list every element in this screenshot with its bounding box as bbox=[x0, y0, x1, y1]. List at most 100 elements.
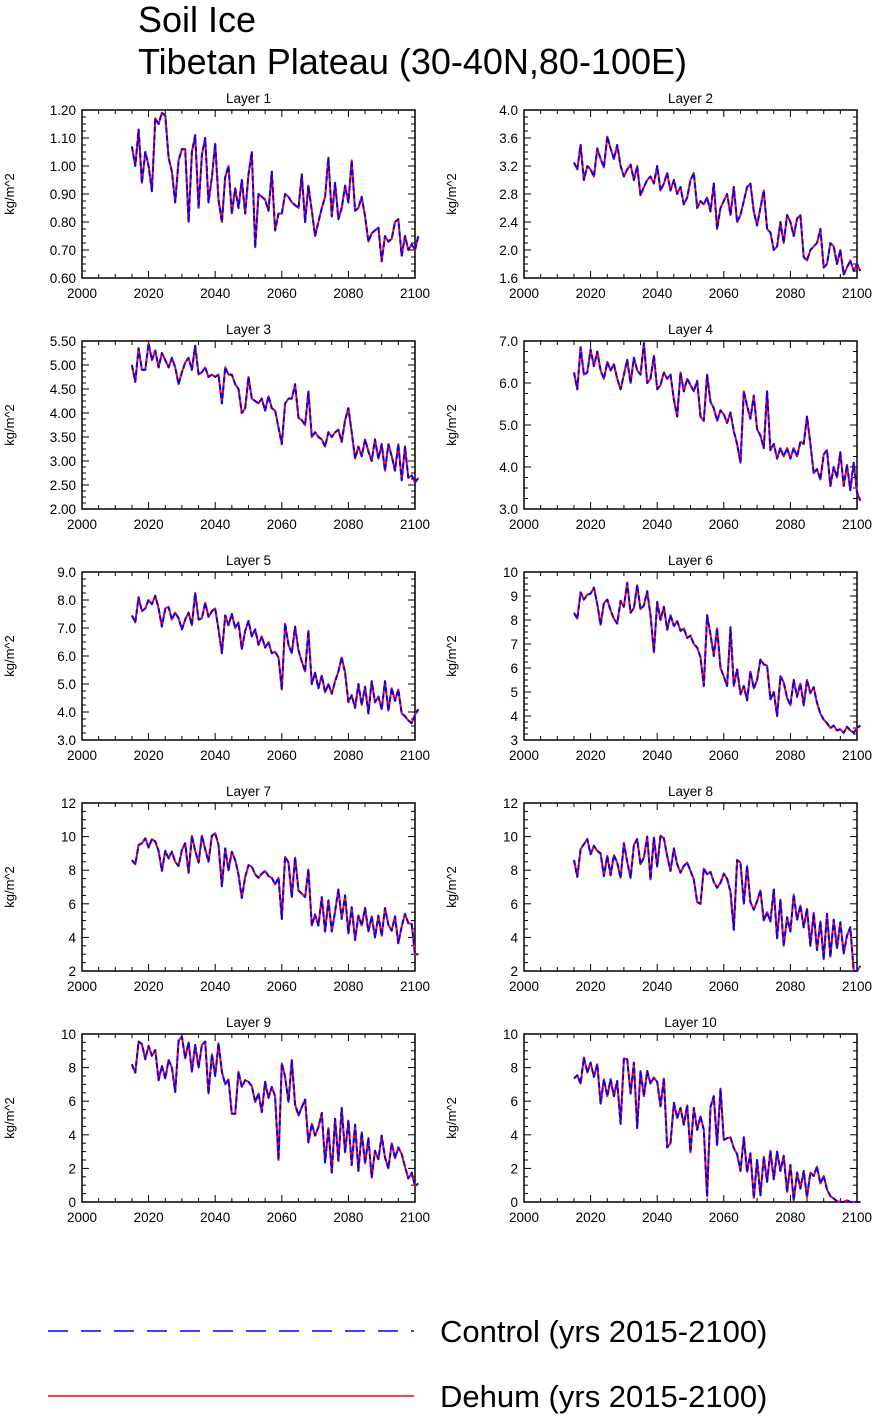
x-tick-label: 2080 bbox=[333, 748, 363, 763]
y-tick-label: 2.50 bbox=[50, 478, 76, 493]
y-tick-label: 0.90 bbox=[50, 187, 76, 202]
plot-frame bbox=[523, 109, 858, 279]
x-tick-label: 2100 bbox=[842, 286, 872, 301]
x-tick-label: 2080 bbox=[333, 517, 363, 532]
x-tick-label: 2100 bbox=[400, 979, 430, 994]
x-tick-label: 2080 bbox=[775, 517, 805, 532]
y-tick-label: 10 bbox=[61, 1027, 76, 1042]
series-line-control bbox=[573, 834, 862, 972]
y-tick-label: 4 bbox=[68, 1128, 76, 1143]
y-tick-label: 6.0 bbox=[57, 649, 76, 664]
x-tick-label: 2040 bbox=[200, 286, 230, 301]
y-axis-label: kg/m^2 bbox=[2, 635, 17, 677]
y-tick-label: 12 bbox=[503, 796, 518, 811]
panel-2: Layer 2 kg/m^2 2000 2020 2040 2060 2080 2100 1.6… bbox=[444, 91, 872, 301]
y-tick-label: 10 bbox=[503, 565, 518, 580]
x-tick-label: 2040 bbox=[642, 979, 672, 994]
panel-title: Layer 5 bbox=[226, 553, 271, 568]
plot-frame bbox=[81, 1033, 416, 1203]
legend-control-swatch bbox=[48, 1330, 414, 1332]
x-tick-label: 2020 bbox=[134, 517, 164, 532]
x-tick-label: 2000 bbox=[67, 517, 97, 532]
series-line-control bbox=[130, 111, 420, 263]
y-tick-label: 6 bbox=[510, 897, 518, 912]
x-tick-label: 2060 bbox=[709, 1210, 739, 1225]
y-axis-label: kg/m^2 bbox=[444, 173, 459, 215]
x-tick-label: 2020 bbox=[134, 748, 164, 763]
y-tick-label: 10 bbox=[61, 830, 76, 845]
y-tick-label: 9 bbox=[510, 589, 518, 604]
x-tick-label: 2060 bbox=[709, 979, 739, 994]
x-tick-label: 2000 bbox=[509, 286, 539, 301]
y-tick-label: 2.00 bbox=[50, 502, 76, 517]
panel-3: Layer 3 kg/m^2 2000 2020 2040 2060 2080 2100 2.0… bbox=[2, 322, 430, 532]
series-line-control bbox=[131, 832, 419, 956]
x-tick-label: 2100 bbox=[400, 748, 430, 763]
x-tick-label: 2060 bbox=[709, 286, 739, 301]
panel-title: Layer 4 bbox=[668, 322, 714, 337]
x-tick-label: 2020 bbox=[576, 517, 606, 532]
y-axis-label: kg/m^2 bbox=[2, 866, 17, 908]
y-tick-label: 5.0 bbox=[57, 677, 76, 692]
x-tick-label: 2020 bbox=[576, 979, 606, 994]
x-tick-label: 2100 bbox=[400, 286, 430, 301]
y-tick-label: 1.20 bbox=[50, 103, 76, 118]
y-tick-label: 0.80 bbox=[50, 215, 76, 230]
x-tick-label: 2060 bbox=[267, 979, 297, 994]
x-tick-label: 2040 bbox=[200, 1210, 230, 1225]
y-tick-label: 3.2 bbox=[499, 159, 518, 174]
x-tick-label: 2080 bbox=[775, 979, 805, 994]
x-tick-label: 2040 bbox=[642, 1210, 672, 1225]
x-tick-label: 2020 bbox=[134, 286, 164, 301]
plot-frame bbox=[81, 571, 416, 741]
plot-frame bbox=[523, 802, 858, 972]
legend-dehum-label: Dehum (yrs 2015-2100) bbox=[440, 1379, 768, 1414]
panel-4: Layer 4 kg/m^2 2000 2020 2040 2060 2080 2100 3.0… bbox=[444, 322, 872, 532]
y-axis-label: kg/m^2 bbox=[444, 635, 459, 677]
y-tick-label: 10 bbox=[503, 830, 518, 845]
y-axis-label: kg/m^2 bbox=[2, 173, 17, 215]
panel-title: Layer 6 bbox=[668, 553, 713, 568]
x-tick-label: 2000 bbox=[67, 979, 97, 994]
panel-1: Layer 1 kg/m^2 2000 2020 2040 2060 2080 2100 0.6… bbox=[2, 91, 430, 301]
series-line-dehum bbox=[130, 111, 420, 263]
y-tick-label: 3.0 bbox=[499, 502, 518, 517]
x-tick-label: 2020 bbox=[134, 1210, 164, 1225]
x-tick-label: 2100 bbox=[842, 979, 872, 994]
y-tick-label: 4 bbox=[510, 930, 518, 945]
panel-title: Layer 2 bbox=[668, 91, 713, 106]
y-axis-label: kg/m^2 bbox=[2, 1097, 17, 1139]
x-tick-label: 2060 bbox=[267, 1210, 297, 1225]
x-tick-label: 2000 bbox=[67, 748, 97, 763]
y-tick-label: 3 bbox=[510, 733, 518, 748]
x-tick-label: 2100 bbox=[400, 517, 430, 532]
y-tick-label: 4.00 bbox=[50, 406, 76, 421]
series-line-control bbox=[131, 592, 420, 725]
x-tick-label: 2080 bbox=[333, 286, 363, 301]
y-tick-label: 2.8 bbox=[499, 187, 518, 202]
panel-9: Layer 9 kg/m^2 2000 2020 2040 2060 2080 2100 0 2 4… bbox=[2, 1015, 430, 1225]
y-tick-label: 8 bbox=[510, 613, 518, 628]
y-tick-label: 6.0 bbox=[499, 376, 518, 391]
x-tick-label: 2080 bbox=[333, 1210, 363, 1225]
y-tick-label: 3.0 bbox=[57, 733, 76, 748]
panel-title: Layer 1 bbox=[226, 91, 271, 106]
panel-title: Layer 10 bbox=[664, 1015, 717, 1030]
x-tick-label: 2000 bbox=[509, 979, 539, 994]
plot-frame bbox=[523, 571, 858, 741]
x-tick-label: 2060 bbox=[709, 517, 739, 532]
y-tick-label: 1.10 bbox=[50, 131, 76, 146]
x-tick-label: 2040 bbox=[642, 517, 672, 532]
x-tick-label: 2040 bbox=[642, 748, 672, 763]
y-tick-label: 3.50 bbox=[50, 430, 76, 445]
x-tick-label: 2000 bbox=[67, 286, 97, 301]
x-tick-label: 2020 bbox=[134, 979, 164, 994]
series-line-dehum bbox=[573, 342, 862, 501]
y-tick-label: 2 bbox=[510, 964, 518, 979]
x-tick-label: 2000 bbox=[509, 1210, 539, 1225]
series-line-control bbox=[573, 135, 862, 276]
panel-8: Layer 8 kg/m^2 2000 2020 2040 2060 2080 2100 2 4 6… bbox=[444, 784, 872, 994]
y-tick-label: 4 bbox=[510, 1128, 518, 1143]
panel-title: Layer 7 bbox=[226, 784, 271, 799]
